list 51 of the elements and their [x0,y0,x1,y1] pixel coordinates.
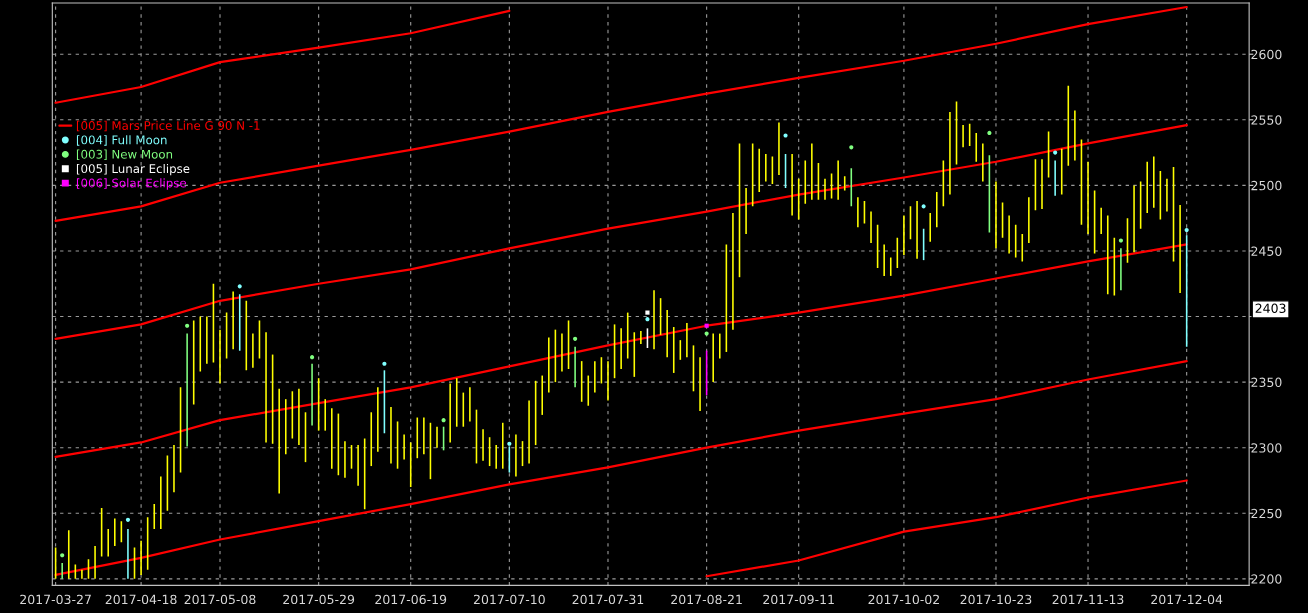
x-tick-label: 2017-10-23 [960,594,1032,605]
y-tick-label: 2450 [1251,246,1282,256]
point [441,418,446,423]
legend-label: [004] Full Moon [76,135,167,146]
point [507,441,512,446]
x-tick-label: 2017-07-31 [572,594,644,605]
point [309,355,315,360]
point [382,361,387,366]
y-tick-label: 2250 [1251,508,1282,519]
legend-label: [006] Solar Eclipse [76,178,187,190]
x-tick-label: 2017-06-19 [375,594,447,605]
point [573,336,578,341]
point [645,310,650,315]
y-tick-label: 2300 [1251,443,1282,453]
y-tick-label: 2350 [1251,377,1282,388]
x-tick-label: 2017-03-27 [20,594,91,605]
x-tick-label: 2017-10-02 [868,594,939,605]
line-series [705,479,1188,578]
x-tick-label: 2017-05-08 [184,594,256,605]
legend-label: [005] Mars Price Line G 90 N -1 [76,120,260,132]
line-series [54,5,1188,222]
point [645,317,650,322]
legend-label: [005] Lunar Eclipse [76,163,190,176]
line-series [54,360,1188,577]
x-tick-label: 2017-07-10 [473,594,545,605]
text: 2403 [1255,303,1286,314]
point [783,133,788,138]
y-tick-label: 2500 [1251,180,1282,191]
x-tick-label: 2017-05-29 [283,594,355,605]
line-series [54,9,511,104]
point [921,204,926,209]
point [237,284,242,289]
y-tick-label: 2200 [1251,574,1282,584]
x-tick-label: 2017-08-21 [671,594,742,605]
point [125,517,131,522]
point [987,130,992,135]
line-series [54,243,1188,458]
point [185,323,190,328]
point [1184,227,1189,233]
y-tick-label: 2550 [1251,115,1282,125]
point [1118,238,1123,243]
point [60,553,65,558]
x-tick-label: 2017-12-04 [1151,594,1223,605]
x-tick-label: 2017-09-11 [763,594,834,605]
point [704,323,709,328]
x-tick-label: 2017-11-13 [1052,594,1124,605]
y-tick-label: 2600 [1251,49,1282,60]
point [1053,150,1058,155]
point [849,145,854,150]
legend-label: [003] New Moon [76,149,173,161]
x-tick-label: 2017-04-18 [105,594,177,605]
